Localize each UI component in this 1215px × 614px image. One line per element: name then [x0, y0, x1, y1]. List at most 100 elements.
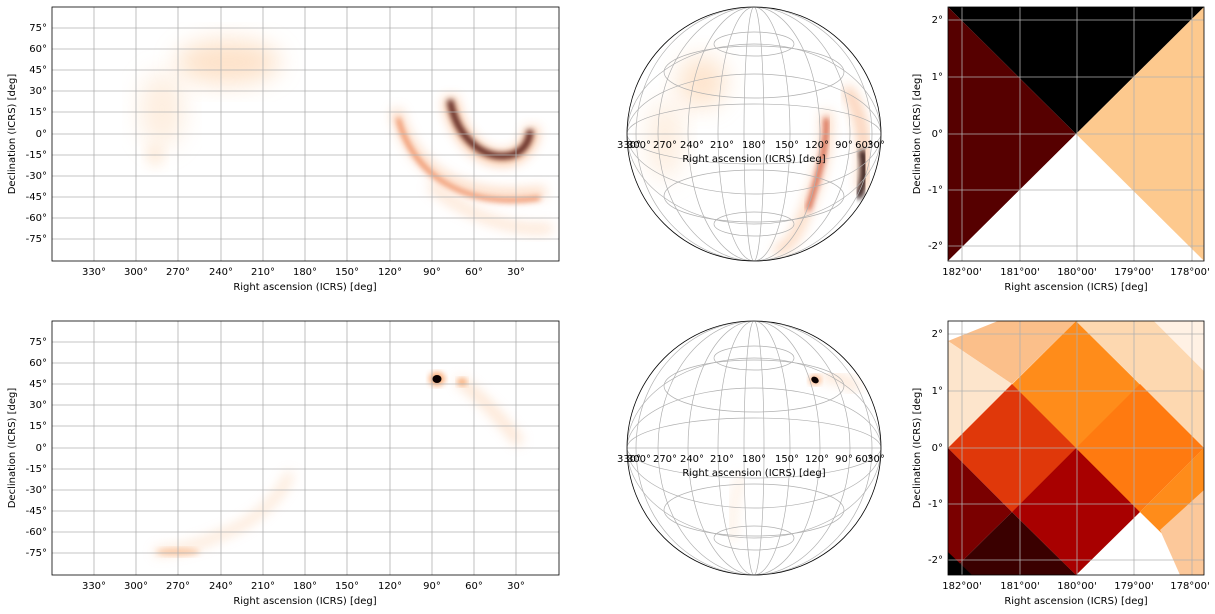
xtick-label: 210°	[710, 140, 734, 151]
panel-d-xticks: 330° 300° 270° 240° 210° 180° 150° 120° …	[82, 581, 525, 592]
y-axis-label: Declination (ICRS) [deg]	[912, 74, 923, 195]
ytick-label: -2°	[928, 241, 943, 252]
xtick-label: 90°	[835, 454, 853, 465]
ytick-label: 75°	[29, 337, 47, 348]
panel-f-zoom-bottom: 2° 1° 0° -1° -2° 182°00' 181°00' 180°00'…	[912, 320, 1210, 607]
ytick-label: -60°	[26, 527, 47, 538]
ytick-label: 1°	[932, 72, 943, 83]
panel-c-xticks: 182°00' 181°00' 180°00' 179°00' 178°00'	[942, 267, 1210, 278]
xtick-label: 90°	[423, 581, 441, 592]
xtick-label: 240°	[680, 454, 704, 465]
xtick-label: 300°	[124, 581, 148, 592]
xtick-label: 180°	[293, 581, 317, 592]
xtick-label: 150°	[335, 581, 359, 592]
ytick-label: 15°	[29, 421, 47, 432]
heat-cell	[948, 134, 1204, 261]
xtick-label: 330°	[617, 454, 641, 465]
y-axis-label: Declination (ICRS) [deg]	[7, 388, 18, 509]
heat-blob	[678, 56, 726, 108]
xtick-label: 90°	[423, 267, 441, 278]
xtick-label: 270°	[653, 454, 677, 465]
panel-a-yticks: 75° 60° 45° 30° 15° 0° -15° -30° -45° -6…	[26, 23, 47, 245]
panel-b-heatmap	[647, 56, 868, 256]
xtick-label: 210°	[251, 581, 275, 592]
x-axis-label: Right ascension (ICRS) [deg]	[682, 468, 825, 479]
xtick-label: 181°00'	[1000, 267, 1040, 278]
xtick-label: 120°	[805, 140, 829, 151]
xtick-label: 300°	[627, 454, 651, 465]
xtick-label: 180°	[742, 140, 766, 151]
xtick-label: 180°	[742, 454, 766, 465]
ytick-label: 75°	[29, 23, 47, 34]
xtick-label: 178°00'	[1170, 267, 1210, 278]
ytick-label: 0°	[36, 129, 47, 140]
xtick-label: 330°	[617, 140, 641, 151]
heat-blob	[647, 100, 683, 180]
ytick-label: 15°	[29, 107, 47, 118]
heat-cell	[948, 7, 1204, 134]
xtick-label: 30°	[867, 140, 885, 151]
ytick-label: 30°	[29, 86, 47, 97]
panel-a-grid	[52, 7, 559, 261]
panel-c-zoom-top: 2° 1° 0° -1° -2° 182°00' 181°00' 180°00'…	[912, 6, 1210, 293]
ytick-label: -45°	[26, 192, 47, 203]
panel-c-grid	[948, 7, 1204, 261]
heat-peak	[811, 376, 819, 384]
panel-d-yticks: 75° 60° 45° 30° 15° 0° -15° -30° -45° -6…	[26, 337, 47, 559]
ytick-label: 60°	[29, 358, 47, 369]
xtick-label: 240°	[680, 140, 704, 151]
panel-b-xticks: 330° 300° 270° 240° 210° 180° 150° 120° …	[617, 140, 885, 151]
panel-f-frame	[947, 320, 1205, 576]
ytick-label: -15°	[26, 150, 47, 161]
heat-peak	[432, 375, 442, 383]
panel-d-heatmap	[154, 372, 524, 556]
panel-d-grid	[52, 321, 559, 575]
panel-c-frame	[947, 6, 1205, 262]
ytick-label: -1°	[928, 185, 943, 196]
heat-arc	[729, 474, 745, 541]
xtick-label: 180°00'	[1057, 267, 1097, 278]
xtick-label: 210°	[251, 267, 275, 278]
heat-arc	[806, 117, 829, 211]
xtick-label: 179°00'	[1114, 267, 1154, 278]
panel-c-yticks: 2° 1° 0° -1° -2°	[928, 15, 943, 252]
xtick-label: 180°00'	[1057, 581, 1097, 592]
xtick-label: 30°	[507, 581, 525, 592]
ytick-label: -1°	[928, 499, 943, 510]
panel-d-allsky-bottom: 75° 60° 45° 30° 15° 0° -15° -30° -45° -6…	[7, 320, 560, 607]
ytick-label: 0°	[932, 129, 943, 140]
y-axis-label: Declination (ICRS) [deg]	[912, 388, 923, 509]
heat-cell	[1160, 490, 1204, 575]
y-axis-label: Declination (ICRS) [deg]	[7, 74, 18, 195]
ytick-label: 2°	[932, 15, 943, 26]
heat-blob	[176, 40, 280, 84]
panel-f-grid	[948, 321, 1204, 575]
x-axis-label: Right ascension (ICRS) [deg]	[233, 282, 376, 293]
heat-arc	[396, 117, 541, 202]
ytick-label: -30°	[26, 171, 47, 182]
xtick-label: 182°00'	[942, 581, 982, 592]
heat-arc	[854, 149, 868, 200]
heat-cell	[948, 552, 972, 575]
xtick-label: 270°	[166, 581, 190, 592]
ytick-label: 30°	[29, 400, 47, 411]
x-axis-label: Right ascension (ICRS) [deg]	[233, 596, 376, 607]
ytick-label: -45°	[26, 506, 47, 517]
xtick-label: 150°	[775, 454, 799, 465]
panel-d-frame	[51, 320, 560, 576]
panel-a-allsky-top: 75° 60° 45° 30° 15° 0° -15° -30° -45° -6…	[7, 6, 560, 293]
ytick-label: -60°	[26, 213, 47, 224]
xtick-label: 60°	[855, 140, 873, 151]
ytick-label: 0°	[932, 443, 943, 454]
xtick-label: 182°00'	[942, 267, 982, 278]
xtick-label: 30°	[507, 267, 525, 278]
panel-e-globe-bottom: 330° 300° 270° 240° 210° 180° 150° 120° …	[617, 320, 885, 576]
heat-blob	[140, 72, 184, 148]
ytick-label: 60°	[29, 44, 47, 55]
ytick-label: 45°	[29, 379, 47, 390]
panel-a-frame	[51, 6, 560, 262]
heat-cell	[948, 321, 1076, 384]
panel-e-xticks: 330° 300° 270° 240° 210° 180° 150° 120° …	[617, 454, 885, 465]
xtick-label: 120°	[378, 581, 402, 592]
